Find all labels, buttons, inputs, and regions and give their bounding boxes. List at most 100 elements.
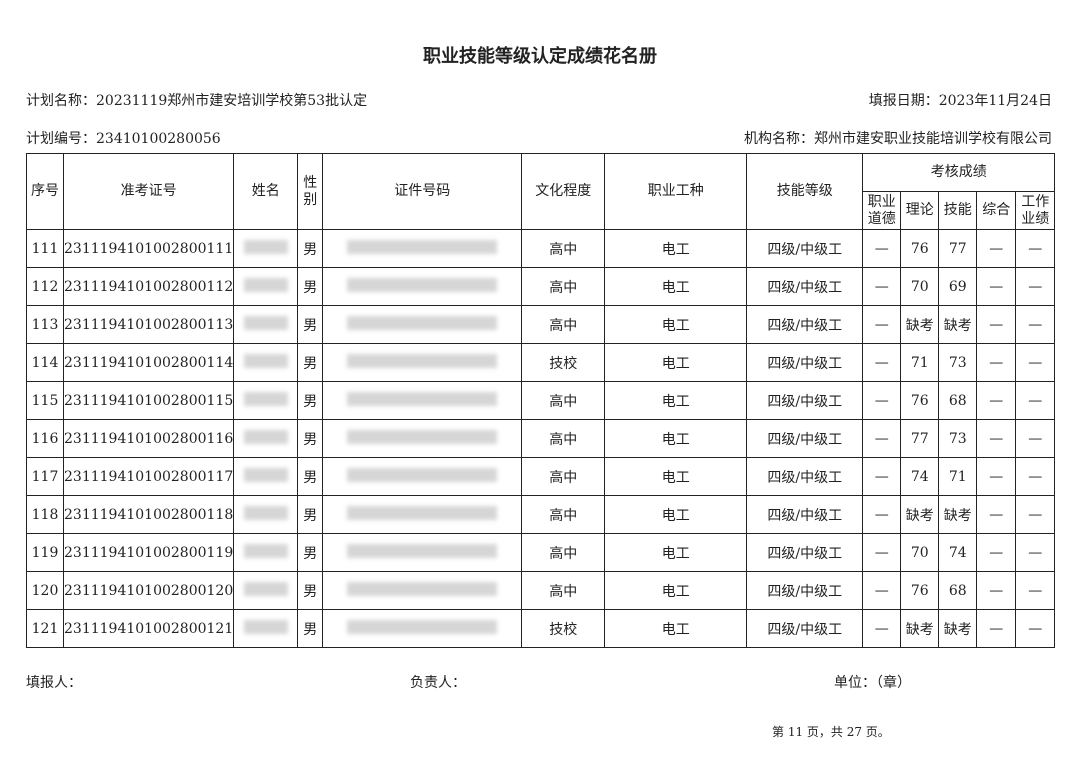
- cell-level: 四级/中级工: [746, 381, 864, 420]
- cell-skill: 缺考: [938, 305, 978, 344]
- cell-ethics: —: [862, 229, 902, 268]
- cell-job: 电工: [604, 533, 748, 572]
- cell-ticket: 2311194101002800116: [62, 419, 235, 458]
- cell-ticket: 2311194101002800112: [62, 267, 235, 306]
- fill-date: 填报日期：2023年11月24日: [868, 93, 1052, 109]
- header-job: 职业工种: [604, 153, 748, 230]
- redaction-blur: [243, 467, 288, 482]
- cell-theory: 77: [900, 419, 940, 458]
- redaction-blur: [347, 391, 498, 406]
- cell-level: 四级/中级工: [746, 571, 864, 610]
- cell-seq: 115: [26, 381, 64, 420]
- cell-job: 电工: [604, 457, 748, 496]
- header-edu: 文化程度: [521, 153, 606, 230]
- cell-overall: —: [976, 343, 1017, 382]
- redaction-blur: [243, 505, 288, 520]
- header-scores: 考核成绩: [862, 153, 1056, 192]
- cell-skill: 68: [938, 571, 978, 610]
- redacted-id: [322, 571, 523, 610]
- redaction-blur: [347, 467, 498, 482]
- cell-theory: 缺考: [900, 305, 940, 344]
- score-table: 序号 准考证号 姓名 性别 证件号码 文化程度 职业工种 技能等级 考核成绩 职…: [26, 153, 1056, 648]
- redaction-blur: [243, 353, 288, 368]
- cell-edu: 高中: [521, 571, 606, 610]
- redacted-name: [233, 267, 299, 306]
- cell-seq: 116: [26, 419, 64, 458]
- cell-theory: 76: [900, 229, 940, 268]
- table-row: 112 2311194101002800112 男高中 电工 四级/中级工 —70 69— —: [26, 267, 1056, 306]
- table-row: 120 2311194101002800120 男高中 电工 四级/中级工 —76 68— —: [26, 571, 1056, 610]
- cell-skill: 缺考: [938, 609, 978, 648]
- cell-level: 四级/中级工: [746, 419, 864, 458]
- redaction-blur: [243, 315, 288, 330]
- cell-ethics: —: [862, 381, 902, 420]
- redacted-id: [322, 533, 523, 572]
- table-row: 111 2311194101002800111 男高中 电工 四级/中级工 —76 77— —: [26, 229, 1056, 268]
- redaction-blur: [243, 619, 288, 634]
- cell-skill: 71: [938, 457, 978, 496]
- manager-label: 负责人：: [410, 675, 466, 691]
- cell-ethics: —: [862, 267, 902, 306]
- cell-overall: —: [976, 305, 1017, 344]
- cell-job: 电工: [604, 305, 748, 344]
- redacted-id: [322, 457, 523, 496]
- redaction-blur: [347, 315, 498, 330]
- cell-edu: 高中: [521, 419, 606, 458]
- cell-overall: —: [976, 381, 1017, 420]
- cell-performance: —: [1015, 419, 1056, 458]
- cell-seq: 113: [26, 305, 64, 344]
- cell-edu: 高中: [521, 267, 606, 306]
- cell-job: 电工: [604, 343, 748, 382]
- cell-level: 四级/中级工: [746, 495, 864, 534]
- cell-job: 电工: [604, 419, 748, 458]
- cell-seq: 111: [26, 229, 64, 268]
- cell-theory: 76: [900, 571, 940, 610]
- cell-ethics: —: [862, 533, 902, 572]
- header-seq: 序号: [26, 153, 64, 230]
- cell-ethics: —: [862, 457, 902, 496]
- cell-edu: 高中: [521, 495, 606, 534]
- header-id: 证件号码: [322, 153, 523, 230]
- cell-gender: 男: [297, 305, 324, 344]
- cell-level: 四级/中级工: [746, 609, 864, 648]
- redacted-id: [322, 419, 523, 458]
- redacted-name: [233, 229, 299, 268]
- table-row: 118 2311194101002800118 男高中 电工 四级/中级工 — 缺考 缺考 — —: [26, 495, 1056, 534]
- cell-level: 四级/中级工: [746, 229, 864, 268]
- redaction-blur: [347, 277, 498, 292]
- redacted-name: [233, 381, 299, 420]
- cell-ticket: 2311194101002800113: [62, 305, 235, 344]
- header-gender: 性别: [297, 153, 324, 230]
- redaction-blur: [347, 239, 498, 254]
- cell-seq: 120: [26, 571, 64, 610]
- table-row: 115 2311194101002800115 男高中 电工 四级/中级工 —76 68— —: [26, 381, 1056, 420]
- cell-job: 电工: [604, 609, 748, 648]
- cell-ticket: 2311194101002800117: [62, 457, 235, 496]
- redaction-blur: [243, 239, 288, 254]
- header-ethics: 职业道德: [862, 191, 902, 230]
- redacted-name: [233, 305, 299, 344]
- cell-performance: —: [1015, 457, 1056, 496]
- cell-skill: 缺考: [938, 495, 978, 534]
- table-row: 116 2311194101002800116 男高中 电工 四级/中级工 —77 73— —: [26, 419, 1056, 458]
- header-name: 姓名: [233, 153, 299, 230]
- header-theory: 理论: [900, 191, 940, 230]
- unit-label: 单位：（章）: [834, 675, 911, 691]
- cell-job: 电工: [604, 381, 748, 420]
- cell-performance: —: [1015, 267, 1056, 306]
- cell-job: 电工: [604, 267, 748, 306]
- cell-gender: 男: [297, 343, 324, 382]
- plan-name: 计划名称：20231119郑州市建安培训学校第53批认定: [26, 93, 368, 109]
- cell-level: 四级/中级工: [746, 457, 864, 496]
- cell-theory: 缺考: [900, 609, 940, 648]
- cell-skill: 77: [938, 229, 978, 268]
- redaction-blur: [347, 619, 498, 634]
- cell-ticket: 2311194101002800118: [62, 495, 235, 534]
- cell-level: 四级/中级工: [746, 343, 864, 382]
- cell-edu: 高中: [521, 457, 606, 496]
- redacted-name: [233, 571, 299, 610]
- redacted-name: [233, 343, 299, 382]
- cell-performance: —: [1015, 609, 1056, 648]
- redacted-name: [233, 457, 299, 496]
- cell-gender: 男: [297, 609, 324, 648]
